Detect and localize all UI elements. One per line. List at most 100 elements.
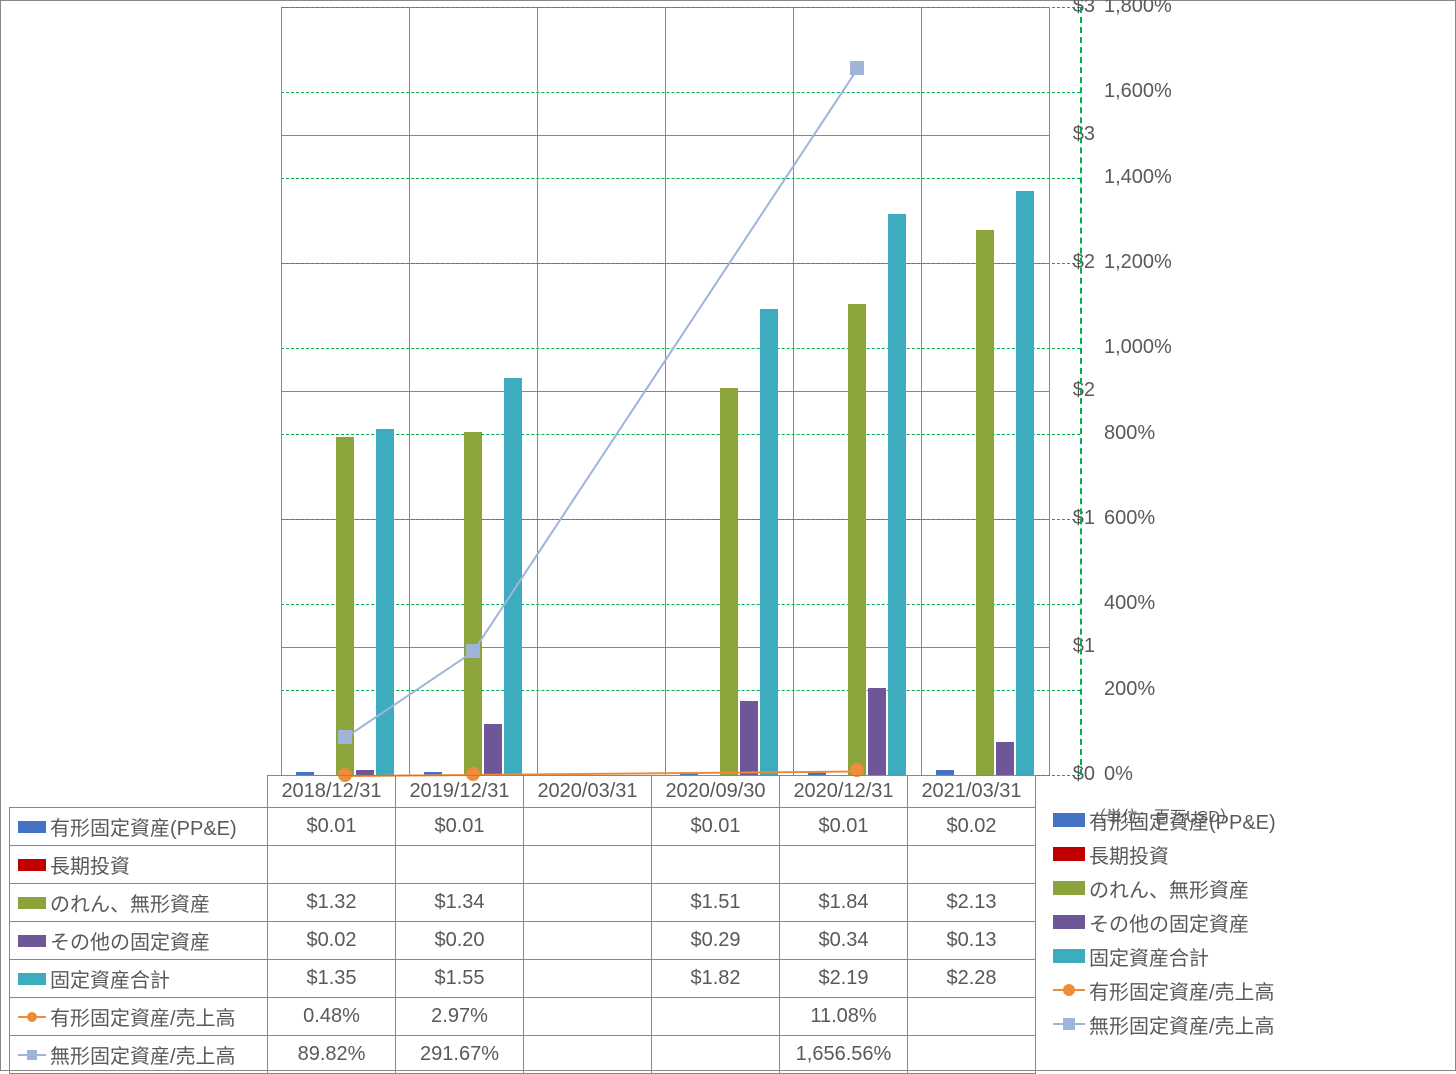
row-header-label: 有形固定資産/売上高 (50, 1002, 236, 1031)
legend-swatch (1053, 915, 1085, 929)
row-header (10, 776, 268, 808)
table-row: 固定資産合計$1.35$1.55$1.82$2.19$2.28 (10, 960, 1036, 998)
data-cell: $0.02 (908, 808, 1036, 846)
legend-swatch (1053, 847, 1085, 861)
data-cell (524, 998, 652, 1036)
data-cell: $0.01 (268, 808, 396, 846)
row-swatch (18, 1048, 46, 1062)
y2-tick-label: 1,000% (1104, 336, 1172, 359)
bar-goodwill (976, 230, 994, 775)
data-cell: 0.48% (268, 998, 396, 1036)
bar-other (740, 701, 758, 775)
data-cell: $0.01 (396, 808, 524, 846)
bar-goodwill (336, 437, 354, 775)
y1-tick-label: $0 (1055, 763, 1095, 786)
data-cell (524, 808, 652, 846)
legend-swatch (1053, 949, 1085, 963)
row-swatch (18, 897, 46, 909)
data-cell (268, 846, 396, 884)
y2-axis-line (1080, 7, 1082, 775)
category-divider (921, 7, 922, 775)
row-header-label: 長期投資 (50, 850, 130, 879)
table-row: のれん、無形資産$1.32$1.34$1.51$1.84$2.13 (10, 884, 1036, 922)
legend-label: 固定資産合計 (1089, 942, 1209, 971)
table-row: 2018/12/312019/12/312020/03/312020/09/30… (10, 776, 1036, 808)
legend-swatch (1053, 983, 1085, 997)
data-cell: $0.13 (908, 922, 1036, 960)
row-header: 無形固定資産/売上高 (10, 1036, 268, 1074)
y2-tick-label: 1,200% (1104, 251, 1172, 274)
category-divider (793, 7, 794, 775)
row-header: のれん、無形資産 (10, 884, 268, 922)
category-label: 2020/12/31 (780, 776, 908, 808)
gridline-y2 (281, 92, 1080, 93)
data-cell: $2.19 (780, 960, 908, 998)
data-cell: $0.01 (652, 808, 780, 846)
gridline-y2 (281, 690, 1080, 691)
row-header-label: 無形固定資産/売上高 (50, 1040, 236, 1069)
bar-total (376, 429, 394, 775)
data-cell (908, 846, 1036, 884)
legend-item: 長期投資 (1053, 837, 1276, 871)
y2-tick-label: 200% (1104, 678, 1155, 701)
gridline-y2 (281, 434, 1080, 435)
data-cell: 11.08% (780, 998, 908, 1036)
y1-tick-label: $1 (1055, 635, 1095, 658)
legend-item: 有形固定資産(PP&E) (1053, 803, 1276, 837)
plot-area (281, 7, 1049, 775)
data-cell: $1.84 (780, 884, 908, 922)
y1-tick-label: $3 (1055, 0, 1095, 18)
row-header-label: 有形固定資産(PP&E) (50, 812, 237, 841)
row-swatch (18, 1010, 46, 1024)
row-header: 有形固定資産(PP&E) (10, 808, 268, 846)
legend-label: 有形固定資産(PP&E) (1089, 806, 1276, 835)
gridline-y2 (281, 178, 1080, 179)
row-header: 固定資産合計 (10, 960, 268, 998)
data-cell: $2.13 (908, 884, 1036, 922)
legend-item: 固定資産合計 (1053, 939, 1276, 973)
data-cell (524, 960, 652, 998)
bar-total (888, 214, 906, 775)
y2-tick-label: 1,800% (1104, 0, 1172, 18)
data-cell (652, 998, 780, 1036)
y2-tick-label: 1,600% (1104, 80, 1172, 103)
data-cell: 2.97% (396, 998, 524, 1036)
data-cell: 1,656.56% (780, 1036, 908, 1074)
data-cell (780, 846, 908, 884)
table-row: 無形固定資産/売上高89.82%291.67%1,656.56% (10, 1036, 1036, 1074)
data-cell: $1.82 (652, 960, 780, 998)
legend-item: のれん、無形資産 (1053, 871, 1276, 905)
data-cell: $0.01 (780, 808, 908, 846)
row-header-label: 固定資産合計 (50, 964, 170, 993)
bar-other (868, 688, 886, 775)
legend-label: 有形固定資産/売上高 (1089, 976, 1275, 1005)
bar-goodwill (720, 388, 738, 775)
data-cell: $0.02 (268, 922, 396, 960)
category-divider (1049, 7, 1050, 775)
category-label: 2018/12/31 (268, 776, 396, 808)
data-cell: $0.20 (396, 922, 524, 960)
legend-label: 長期投資 (1089, 840, 1169, 869)
bar-total (504, 378, 522, 775)
data-cell: $0.29 (652, 922, 780, 960)
data-cell (524, 1036, 652, 1074)
bar-total (760, 309, 778, 775)
legend: 有形固定資産(PP&E)長期投資のれん、無形資産その他の固定資産固定資産合計有形… (1053, 803, 1276, 1041)
row-header-label: のれん、無形資産 (50, 888, 210, 917)
y1-tick-label: $2 (1055, 251, 1095, 274)
data-cell: $0.34 (780, 922, 908, 960)
category-divider (665, 7, 666, 775)
category-label: 2020/03/31 (524, 776, 652, 808)
data-cell: $1.51 (652, 884, 780, 922)
row-swatch (18, 935, 46, 947)
data-cell (524, 884, 652, 922)
data-cell: $1.32 (268, 884, 396, 922)
data-cell: 89.82% (268, 1036, 396, 1074)
bar-goodwill (464, 432, 482, 775)
gridline-y2 (281, 348, 1080, 349)
row-swatch (18, 859, 46, 871)
marker-intan_ratio (338, 730, 352, 744)
row-header: 長期投資 (10, 846, 268, 884)
table-row: 有形固定資産(PP&E)$0.01$0.01$0.01$0.01$0.02 (10, 808, 1036, 846)
row-swatch (18, 973, 46, 985)
